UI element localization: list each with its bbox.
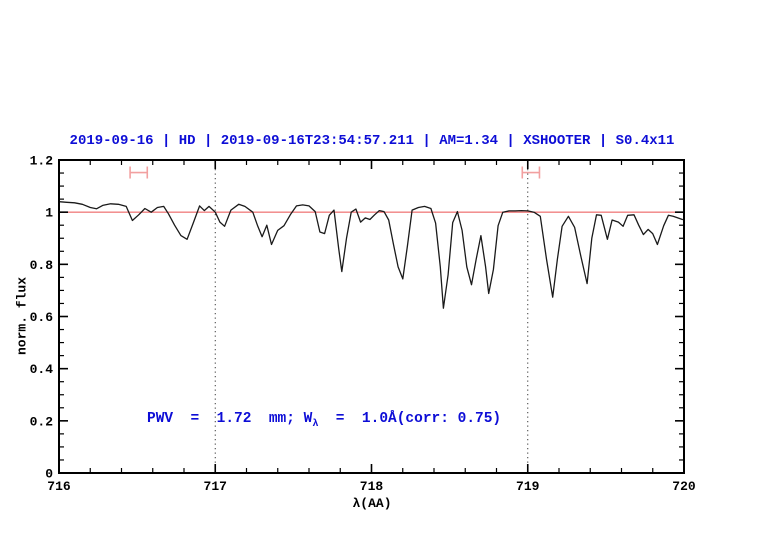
y-tick-label: 1 bbox=[45, 206, 53, 221]
pwv-annotation: PWV = 1.72 mm; Wλ = 1.0Å(corr: 0.75) bbox=[147, 411, 501, 430]
pwv-annotation-lambda-subscript: λ bbox=[312, 418, 319, 430]
y-tick-label: 0.6 bbox=[30, 310, 54, 325]
pwv-annotation-suffix: = 1.0Å(corr: 0.75) bbox=[318, 411, 502, 427]
y-tick-label: 1.2 bbox=[30, 154, 54, 169]
y-tick-label: 0.8 bbox=[30, 258, 54, 273]
pwv-annotation-prefix: PWV = 1.72 mm; W bbox=[147, 411, 313, 427]
telluric-spectrum-line bbox=[58, 201, 684, 309]
x-tick-label: 717 bbox=[204, 479, 227, 494]
x-tick-label: 718 bbox=[360, 479, 384, 494]
y-tick-label: 0 bbox=[45, 467, 53, 482]
x-tick-label: 719 bbox=[516, 479, 540, 494]
x-axis-label: λ(AA) bbox=[352, 496, 392, 511]
y-tick-label: 0.2 bbox=[30, 414, 54, 429]
x-tick-label: 720 bbox=[672, 479, 696, 494]
x-tick-label: 716 bbox=[47, 479, 71, 494]
plot-title: 2019-09-16 | HD | 2019-09-16T23:54:57.21… bbox=[69, 133, 675, 149]
y-axis-label: norm. flux bbox=[14, 276, 30, 356]
y-tick-label: 0.4 bbox=[30, 362, 54, 377]
